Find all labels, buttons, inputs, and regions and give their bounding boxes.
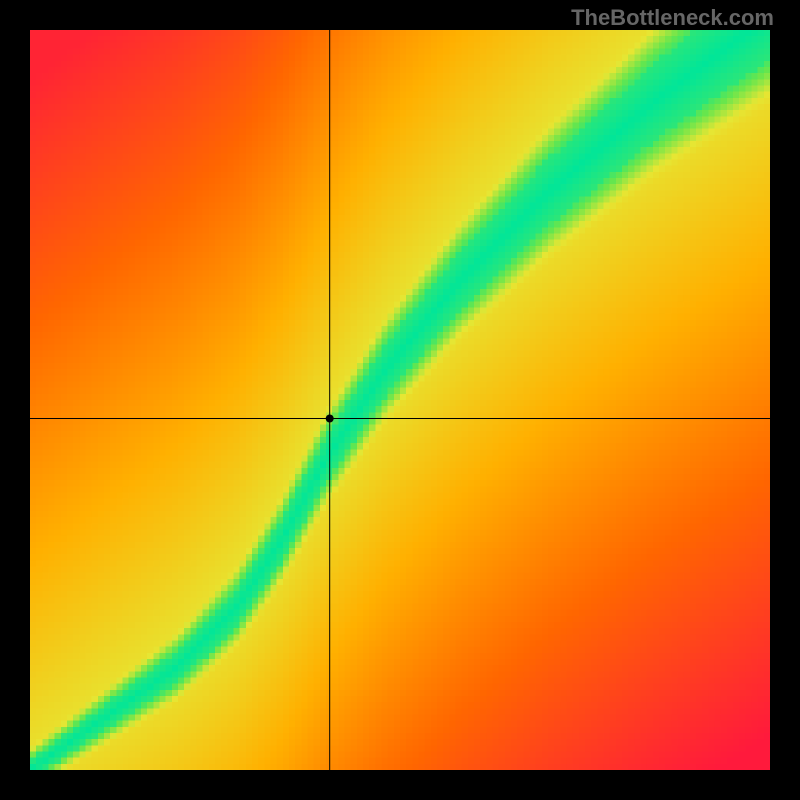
chart-container: TheBottleneck.com xyxy=(0,0,800,800)
watermark-text: TheBottleneck.com xyxy=(571,5,774,31)
bottleneck-heatmap xyxy=(30,30,770,770)
